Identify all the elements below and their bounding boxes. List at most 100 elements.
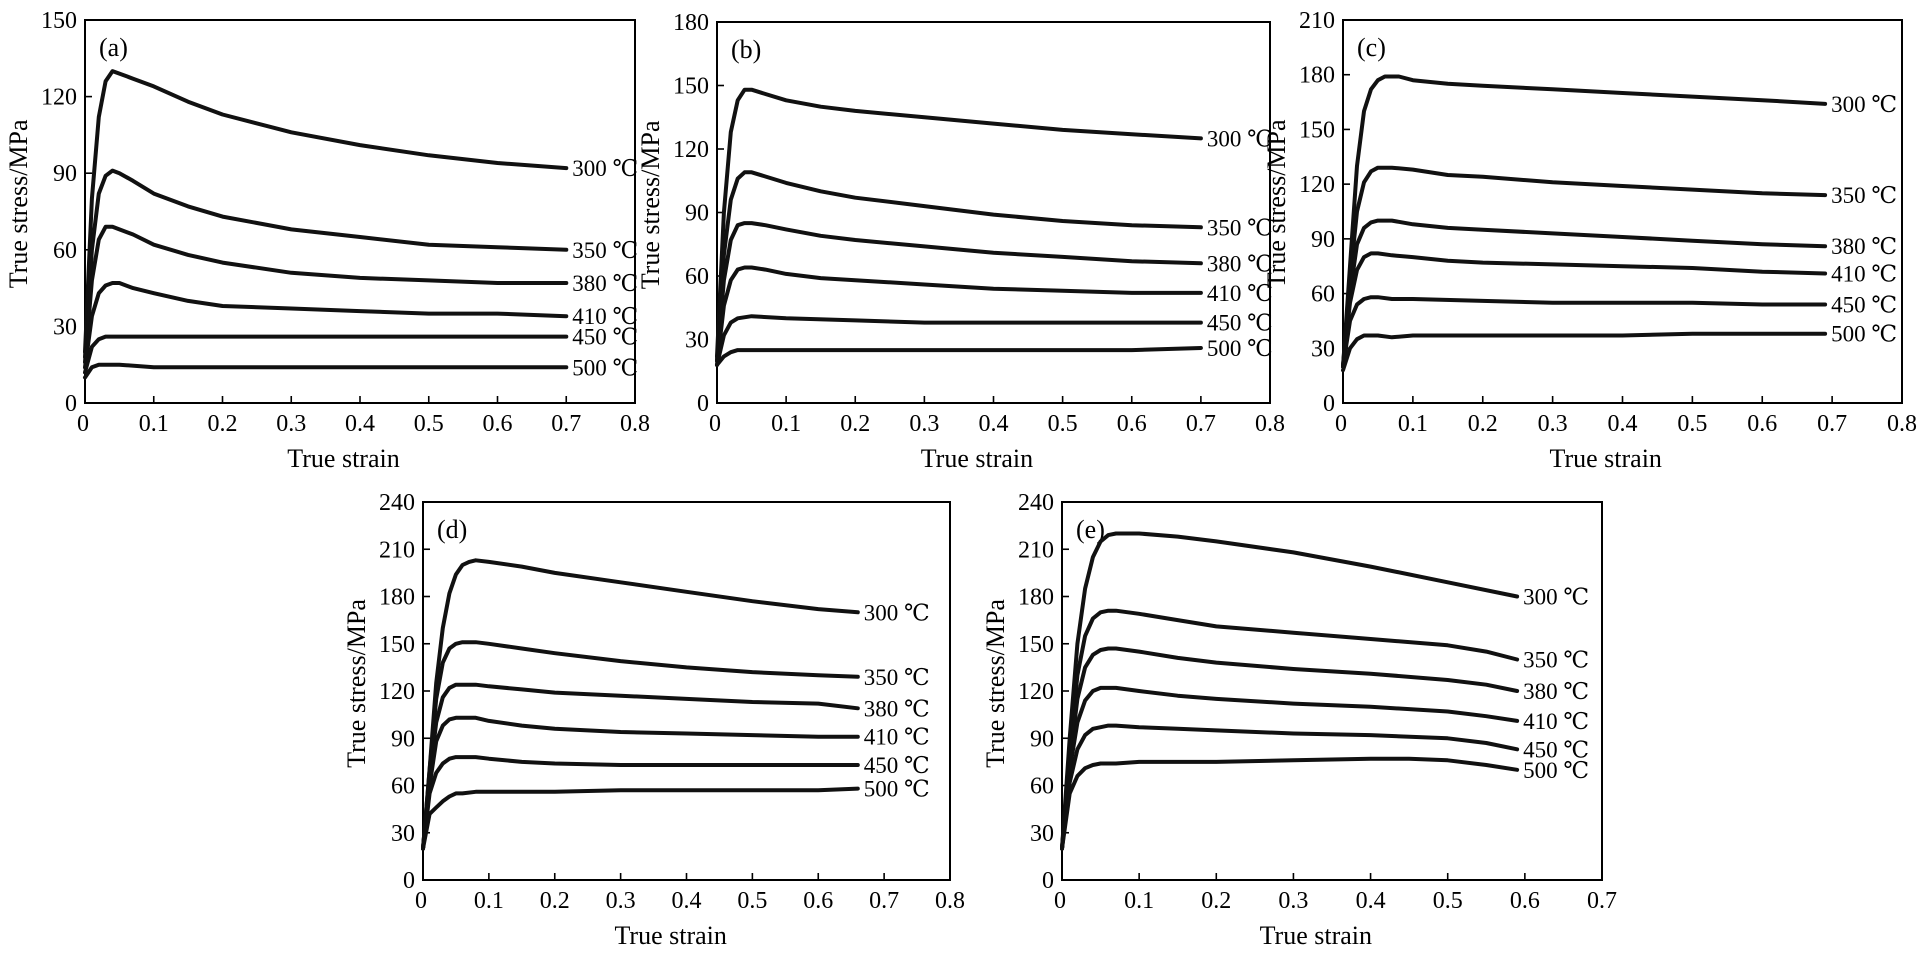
series-label: 410 ℃ xyxy=(864,725,930,750)
series-label: 300 ℃ xyxy=(864,600,930,625)
x-origin-label: 0 xyxy=(1054,888,1066,914)
chart-panel: 0 30 60 90 120 150 180 0.1 0.2 0.3 0.4 0.5 0.6 0.7 0.8… xyxy=(636,10,1285,473)
y-tick-label: 90 xyxy=(391,726,415,752)
series-line xyxy=(83,281,569,370)
x-tick-label: 0.7 xyxy=(1587,888,1617,914)
series-label: 410 ℃ xyxy=(1207,281,1273,306)
series-label: 410 ℃ xyxy=(572,304,638,329)
series-label: 500 ℃ xyxy=(1207,336,1273,361)
series-label: 500 ℃ xyxy=(1523,758,1589,783)
panel-label: (c) xyxy=(1357,33,1386,62)
y-tick-label: 90 xyxy=(1030,726,1054,752)
x-tick-label: 0.4 xyxy=(672,888,702,914)
y-tick-label: 60 xyxy=(1311,282,1335,308)
y-tick-label: 210 xyxy=(379,537,415,563)
x-origin-label: 0 xyxy=(415,888,427,914)
series-line xyxy=(83,168,569,359)
series-line xyxy=(1341,218,1828,369)
series-label: 450 ℃ xyxy=(1523,737,1589,762)
x-axis-title: True strain xyxy=(614,921,726,950)
plot-frame xyxy=(422,501,951,881)
series-line xyxy=(1341,251,1828,369)
y-tick-label: 210 xyxy=(1018,537,1054,563)
x-tick-label: 0.1 xyxy=(1124,888,1154,914)
series-line xyxy=(1341,331,1828,373)
y-axis-title: True stress/MPa xyxy=(342,599,371,768)
chart-panel: 0 30 60 90 120 150 180 210 240 0.1 0.2 0.3 0.4 0.5 0.6… xyxy=(981,490,1617,950)
series-line xyxy=(83,334,569,375)
y-tick-label: 180 xyxy=(1299,63,1335,89)
x-tick-label: 0.3 xyxy=(606,888,636,914)
series-line xyxy=(1341,295,1828,369)
y-tick-label: 120 xyxy=(1299,172,1335,198)
y-tick-label: 120 xyxy=(673,137,709,163)
y-tick-label: 120 xyxy=(1018,679,1054,705)
x-tick-label: 0.5 xyxy=(1433,888,1463,914)
y-axis-title: True stress/MPa xyxy=(1262,119,1291,288)
series-line xyxy=(715,314,1203,367)
series-label: 350 ℃ xyxy=(1207,215,1273,240)
series-line xyxy=(1341,74,1828,369)
series-line xyxy=(421,755,860,851)
y-tick-label: 30 xyxy=(391,821,415,847)
series-label: 300 ℃ xyxy=(1523,585,1589,610)
panel-label: (d) xyxy=(437,515,467,544)
chart-panel: 0 30 60 90 120 150 0.1 0.2 0.3 0.4 0.5 0.6 0.7 0.8 0 Tr… xyxy=(4,8,650,473)
series-label: 450 ℃ xyxy=(1207,311,1273,336)
chart-panel: 0 30 60 90 120 150 180 210 240 0.1 0.2 0.3 0.4 0.5 0.6… xyxy=(342,490,965,950)
series-line xyxy=(421,558,860,851)
series-label: 500 ℃ xyxy=(1831,322,1897,347)
y-tick-label: 120 xyxy=(41,85,77,111)
x-tick-label: 0.5 xyxy=(1677,411,1707,437)
series-label: 380 ℃ xyxy=(1523,679,1589,704)
y-tick-label: 30 xyxy=(1311,336,1335,362)
x-tick-label: 0.1 xyxy=(474,888,504,914)
series-line xyxy=(715,87,1203,359)
x-tick-label: 0.5 xyxy=(1048,411,1078,437)
x-tick-label: 0.5 xyxy=(414,411,444,437)
x-tick-label: 0.3 xyxy=(1538,411,1568,437)
y-axis-title: True stress/MPa xyxy=(4,119,33,288)
y-tick-label: 240 xyxy=(379,490,415,516)
plot-frame xyxy=(1342,19,1903,404)
series-line xyxy=(1060,685,1520,851)
chart-panel: 0 30 60 90 120 150 180 210 0.1 0.2 0.3 0.4 0.5 0.6 0.7… xyxy=(1262,8,1917,473)
series-label: 380 ℃ xyxy=(1207,251,1273,276)
series-label: 500 ℃ xyxy=(572,355,638,380)
series-label: 350 ℃ xyxy=(1831,183,1897,208)
series-line xyxy=(1060,723,1520,851)
y-tick-label: 150 xyxy=(379,632,415,658)
series-label: 300 ℃ xyxy=(572,156,638,181)
y-tick-label: 60 xyxy=(391,774,415,800)
series-label: 300 ℃ xyxy=(1831,92,1897,117)
x-tick-label: 0.6 xyxy=(483,411,513,437)
y-tick-label: 0 xyxy=(697,391,709,417)
series-line xyxy=(421,715,860,851)
x-tick-label: 0.8 xyxy=(1255,411,1285,437)
x-axis-title: True strain xyxy=(1550,444,1662,473)
series-label: 410 ℃ xyxy=(1523,709,1589,734)
x-tick-label: 0.7 xyxy=(1186,411,1216,437)
panel-label: (a) xyxy=(99,33,128,62)
y-tick-label: 180 xyxy=(1018,585,1054,611)
y-tick-label: 150 xyxy=(1018,632,1054,658)
series-line xyxy=(1060,608,1520,851)
y-tick-label: 60 xyxy=(685,264,709,290)
x-tick-label: 0.1 xyxy=(139,411,169,437)
x-tick-label: 0.2 xyxy=(1201,888,1231,914)
x-tick-label: 0.2 xyxy=(208,411,238,437)
y-tick-label: 30 xyxy=(1030,821,1054,847)
y-tick-label: 60 xyxy=(1030,774,1054,800)
x-tick-label: 0.4 xyxy=(1608,411,1638,437)
series-line xyxy=(83,224,569,365)
x-tick-label: 0.3 xyxy=(276,411,306,437)
series-label: 350 ℃ xyxy=(864,665,930,690)
y-tick-label: 180 xyxy=(379,585,415,611)
series-line xyxy=(715,170,1203,363)
y-tick-label: 210 xyxy=(1299,8,1335,34)
x-tick-label: 0.6 xyxy=(803,888,833,914)
series-line xyxy=(715,346,1203,367)
x-origin-label: 0 xyxy=(77,411,89,437)
x-tick-label: 0.4 xyxy=(1356,888,1386,914)
series-label: 380 ℃ xyxy=(572,271,638,296)
